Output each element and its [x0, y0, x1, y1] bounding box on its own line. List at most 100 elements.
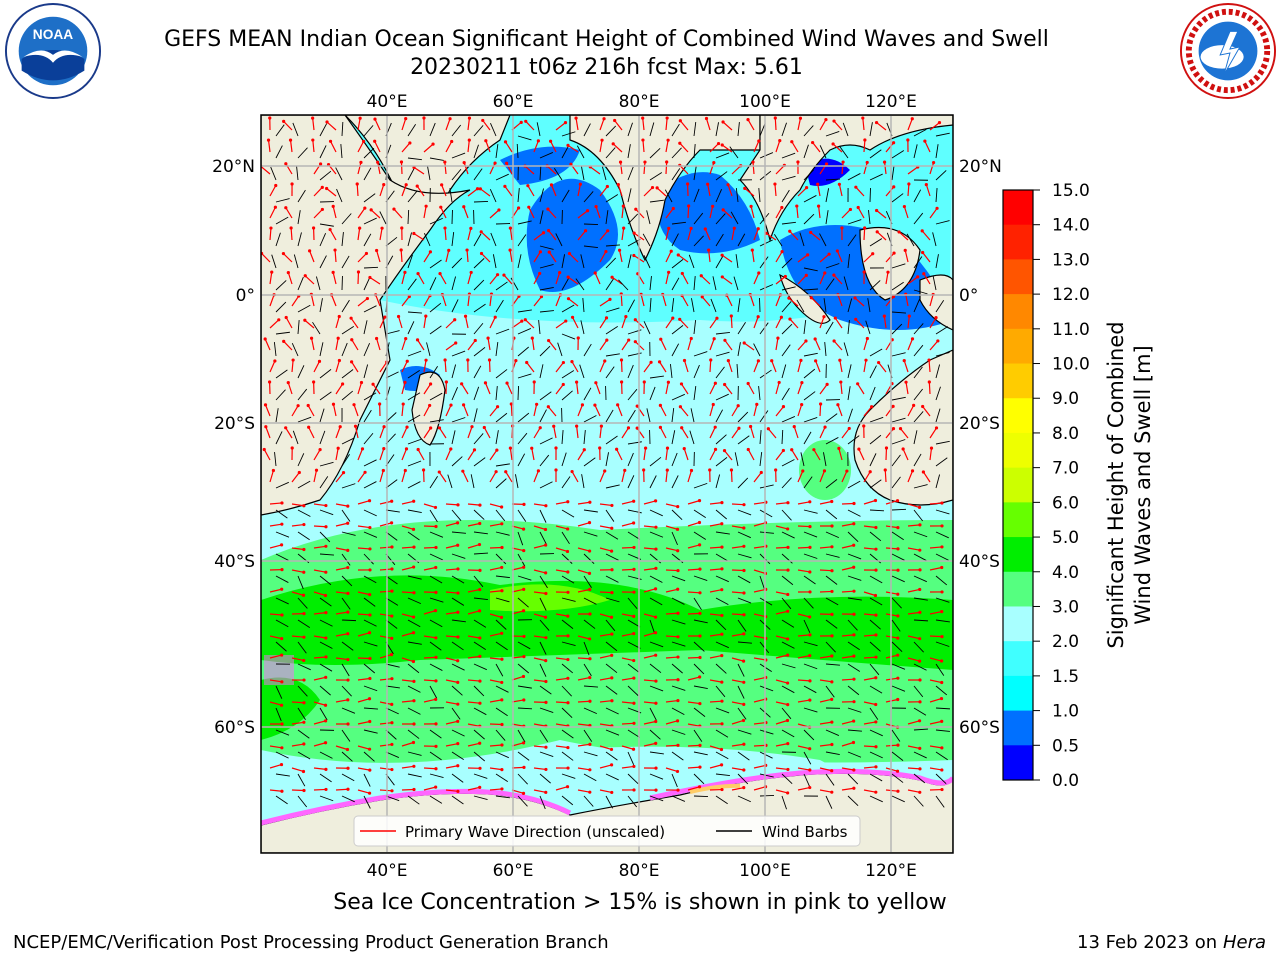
wave-arrow-head — [519, 120, 523, 124]
wave-arrow-head — [403, 380, 407, 384]
wind-barb — [297, 795, 308, 808]
sea-ice-fringe-west — [261, 788, 572, 826]
wave-arrow-head — [616, 182, 620, 187]
wave-arrow-head — [721, 208, 725, 212]
wave-direction-arrow — [511, 742, 524, 747]
wave-direction-arrow — [511, 656, 524, 659]
wind-barb — [825, 188, 830, 203]
wind-barb — [605, 353, 620, 357]
wave-arrow-head — [268, 116, 272, 120]
wave-arrow-head — [653, 615, 658, 619]
date-text: 13 Feb 2023 on — [1077, 932, 1218, 953]
wave-arrow-head — [576, 336, 580, 340]
wind-barb — [913, 344, 924, 357]
wind-barb — [627, 685, 639, 696]
wind-barb — [495, 463, 510, 467]
wave-arrow-head — [367, 747, 372, 751]
wave-direction-arrow — [885, 677, 898, 681]
wind-barb — [803, 553, 818, 559]
wave-direction-arrow — [329, 229, 337, 241]
wave-arrow-head — [653, 631, 658, 635]
wind-barb — [341, 369, 354, 379]
wave-direction-arrow — [876, 210, 887, 219]
wave-arrow-head — [865, 160, 869, 165]
wind-barb — [913, 366, 923, 379]
wave-direction-arrow — [511, 699, 524, 703]
wave-arrow-head — [922, 272, 926, 276]
wave-direction-arrow — [467, 522, 480, 527]
wave-direction-arrow — [577, 404, 583, 417]
wave-direction-arrow — [797, 569, 810, 573]
wave-direction-arrow — [313, 788, 327, 791]
wave-arrow-head — [456, 591, 460, 595]
wind-barb — [737, 619, 747, 632]
wind-barb — [341, 641, 354, 651]
wind-barb — [825, 178, 840, 181]
wind-barb — [759, 685, 774, 692]
wave-arrow-head — [676, 587, 680, 591]
wind-barb — [671, 575, 686, 582]
wind-barb — [847, 619, 858, 631]
wave-direction-arrow — [854, 297, 865, 307]
wave-direction-arrow — [269, 588, 282, 593]
wave-direction-arrow — [863, 789, 876, 793]
wind-barb — [297, 276, 304, 291]
wave-direction-arrow — [709, 404, 714, 417]
wave-arrow-head — [720, 253, 724, 257]
wave-direction-arrow — [747, 449, 755, 461]
wave-arrow-head — [587, 521, 592, 525]
wind-barb — [319, 619, 333, 627]
wave-arrow-head — [566, 500, 570, 504]
wind-barb — [693, 364, 700, 379]
wave-arrow-head — [741, 718, 746, 723]
wind-barb — [451, 456, 463, 467]
wind-barb — [825, 575, 838, 585]
wave-direction-arrow — [313, 186, 323, 197]
wind-barb — [737, 641, 752, 644]
wave-direction-arrow — [555, 384, 564, 395]
wave-direction-arrow — [489, 632, 502, 637]
wave-arrow-head — [654, 741, 658, 745]
wave-direction-arrow — [577, 449, 585, 461]
wave-direction-arrow — [731, 657, 744, 662]
wind-barb — [561, 189, 570, 203]
wind-barb — [649, 663, 662, 674]
wave-direction-arrow — [687, 568, 701, 571]
wave-direction-arrow — [621, 722, 635, 725]
wave-direction-arrow — [379, 635, 392, 639]
wave-direction-arrow — [731, 701, 744, 705]
wave-arrow-head — [290, 182, 294, 186]
wind-barb — [341, 299, 350, 313]
wave-arrow-head — [712, 337, 716, 341]
wave-direction-arrow — [397, 316, 403, 329]
wave-direction-arrow — [489, 406, 499, 417]
wave-direction-arrow — [683, 360, 689, 373]
wind-barb — [561, 575, 575, 584]
wave-arrow-head — [837, 446, 841, 451]
wind-barb — [561, 707, 573, 718]
wave-direction-arrow — [555, 677, 568, 681]
wave-arrow-head — [526, 184, 530, 188]
wave-direction-arrow — [724, 384, 733, 395]
wave-direction-arrow — [599, 789, 612, 794]
wind-barb — [781, 509, 792, 521]
wind-barb — [275, 729, 290, 736]
wave-direction-arrow — [291, 503, 304, 507]
wave-direction-arrow — [665, 720, 678, 725]
wave-direction-arrow — [599, 677, 612, 681]
wind-barb — [275, 232, 281, 247]
wave-direction-arrow — [796, 206, 799, 219]
wave-direction-arrow — [357, 525, 370, 529]
wave-arrow-head — [280, 680, 284, 684]
wind-barb — [297, 773, 306, 787]
wave-arrow-head — [479, 230, 483, 234]
wave-arrow-head — [830, 742, 834, 747]
wave-direction-arrow — [621, 339, 630, 351]
wind-barb — [605, 509, 615, 522]
wave-arrow-head — [676, 698, 680, 703]
wave-direction-arrow — [511, 525, 524, 530]
wave-direction-arrow — [775, 525, 788, 530]
wave-direction-arrow — [621, 228, 625, 241]
wind-barb — [935, 531, 949, 539]
wave-arrow-head — [582, 448, 586, 452]
